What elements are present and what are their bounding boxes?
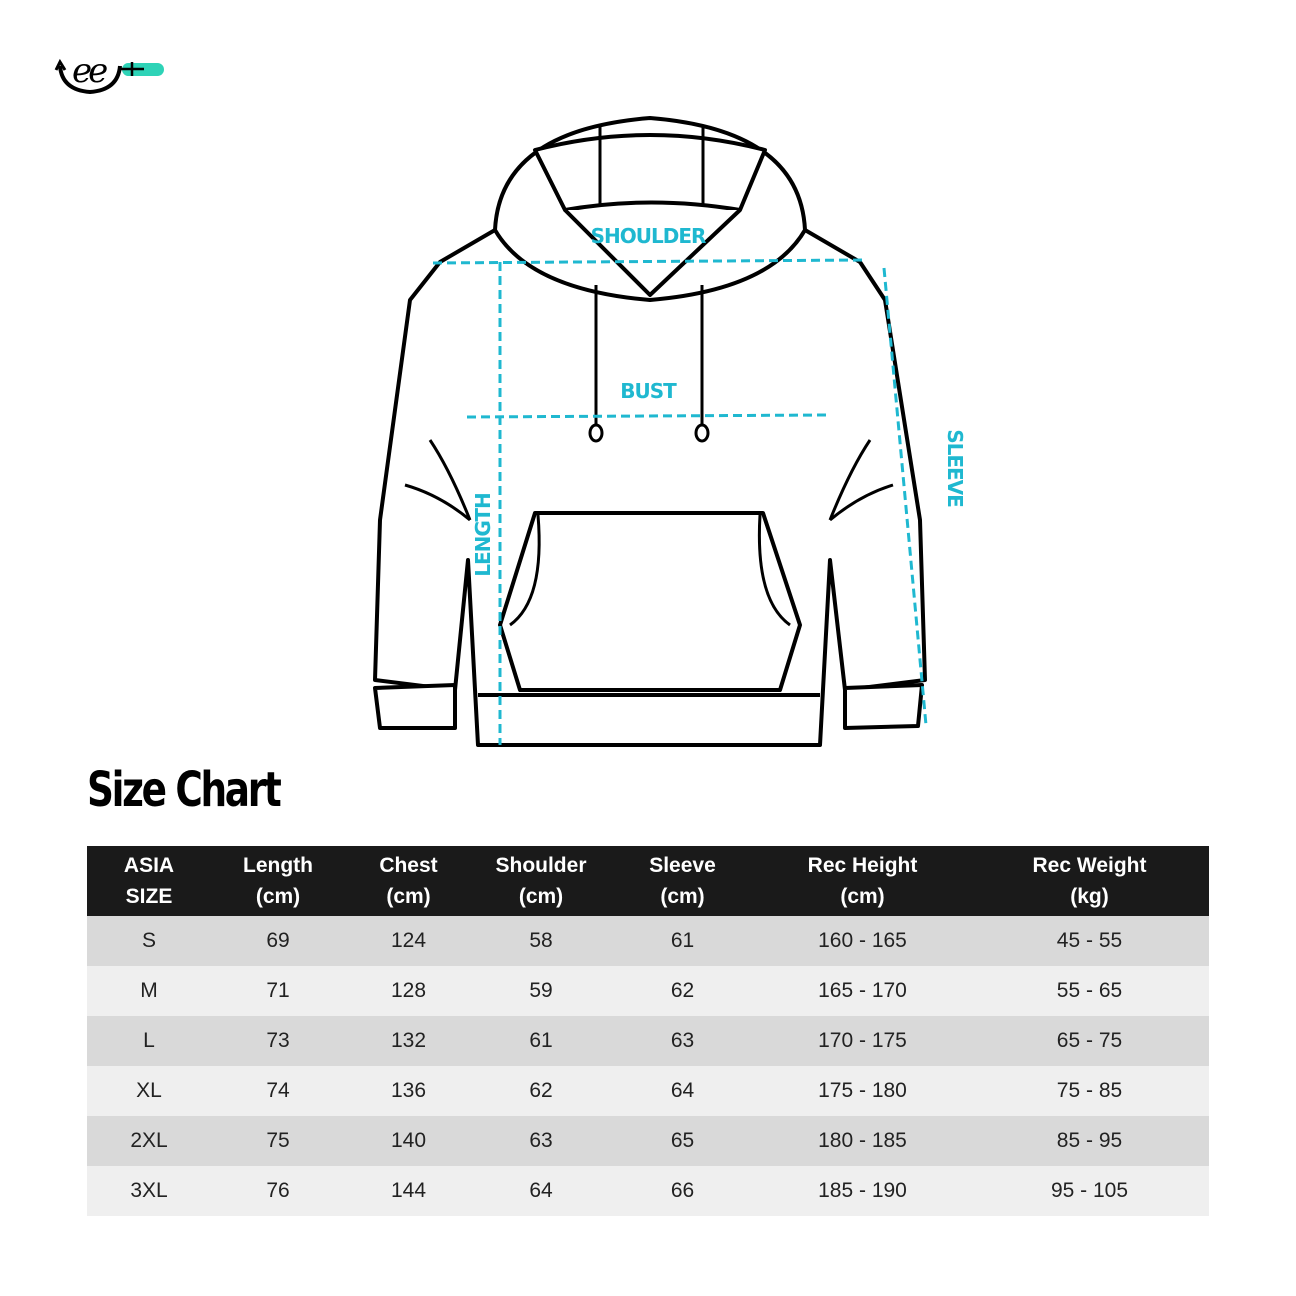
table-row: 2XL 75 140 63 65 180 - 185 85 - 95 — [87, 1116, 1209, 1166]
table-row: L 73 132 61 63 170 - 175 65 - 75 — [87, 1016, 1209, 1066]
column-header-line: ASIA — [123, 854, 175, 877]
table-cell: L — [87, 1016, 211, 1066]
table-cell: 76 — [211, 1166, 345, 1216]
column-header: Rec Height (cm) — [755, 846, 970, 916]
table-cell: 3XL — [87, 1166, 211, 1216]
bust-measure-line — [466, 413, 827, 419]
column-header-line: Shoulder — [495, 854, 587, 877]
table-cell: 160 - 165 — [755, 916, 970, 966]
table-row: XL 74 136 62 64 175 - 180 75 - 85 — [87, 1066, 1209, 1116]
column-header-line: Rec Weight — [1032, 854, 1147, 877]
sleeve-measure-line — [882, 267, 928, 726]
table-row: M 71 128 59 62 165 - 170 55 - 65 — [87, 966, 1209, 1016]
column-header-line: SIZE — [125, 885, 173, 908]
column-header-line: (cm) — [840, 885, 885, 908]
column-header-line: Rec Height — [807, 854, 918, 877]
table-cell: 55 - 65 — [970, 966, 1209, 1016]
table-cell: 62 — [610, 966, 755, 1016]
column-header: Length (cm) — [211, 846, 345, 916]
table-cell: 170 - 175 — [755, 1016, 970, 1066]
column-header: Chest (cm) — [345, 846, 472, 916]
sleeve-label: SLEEVE — [943, 429, 967, 507]
table-cell: 71 — [211, 966, 345, 1016]
column-header-line: Chest — [379, 854, 438, 877]
bust-label: BUST — [620, 379, 677, 403]
table-cell: 62 — [472, 1066, 610, 1116]
table-cell: 140 — [345, 1116, 472, 1166]
table-cell: 64 — [610, 1066, 755, 1116]
table-cell: 61 — [610, 916, 755, 966]
column-header: ASIA SIZE — [87, 846, 211, 916]
table-cell: XL — [87, 1066, 211, 1116]
column-header-line: (cm) — [255, 885, 301, 908]
brand-logo: ee — [54, 51, 164, 95]
column-header: Sleeve (cm) — [610, 846, 755, 916]
table-cell: 185 - 190 — [755, 1166, 970, 1216]
table-cell: 165 - 170 — [755, 966, 970, 1016]
table-cell: 63 — [610, 1016, 755, 1066]
table-cell: 69 — [211, 916, 345, 966]
size-table: ASIA SIZE Length (cm) Chest (cm) Shoulder (cm) S… — [87, 846, 1209, 1216]
table-cell: 65 - 75 — [970, 1016, 1209, 1066]
table-row: S 69 124 58 61 160 - 165 45 - 55 — [87, 916, 1209, 966]
table-header-row: ASIA SIZE Length (cm) Chest (cm) Shoulder (cm) S… — [87, 846, 1209, 916]
table-cell: 73 — [211, 1016, 345, 1066]
column-header-line: (cm) — [386, 885, 431, 908]
column-header-line: (cm) — [660, 885, 705, 908]
table-cell: 64 — [472, 1166, 610, 1216]
table-cell: M — [87, 966, 211, 1016]
table-cell: 61 — [472, 1016, 610, 1066]
table-cell: 144 — [345, 1166, 472, 1216]
hoodie-diagram: SHOULDER BUST LENGTH SLEEVE — [373, 116, 967, 747]
table-cell: 75 — [211, 1116, 345, 1166]
table-cell: 124 — [345, 916, 472, 966]
page-title: Size Chart — [87, 762, 282, 818]
length-label: LENGTH — [471, 493, 495, 577]
table-cell: 180 - 185 — [755, 1116, 970, 1166]
table-cell: 59 — [472, 966, 610, 1016]
shoulder-label: SHOULDER — [591, 224, 706, 248]
table-row: 3XL 76 144 64 66 185 - 190 95 - 105 — [87, 1166, 1209, 1216]
column-header-line: (cm) — [518, 885, 564, 908]
table-cell: 58 — [472, 916, 610, 966]
table-cell: 136 — [345, 1066, 472, 1116]
table-cell: 75 - 85 — [970, 1066, 1209, 1116]
table-cell: S — [87, 916, 211, 966]
table-cell: 65 — [610, 1116, 755, 1166]
column-header-line: Sleeve — [649, 854, 716, 877]
table-cell: 63 — [472, 1116, 610, 1166]
shoulder-measure-line — [432, 258, 863, 265]
column-header-line: Length — [243, 854, 313, 877]
column-header: Shoulder (cm) — [472, 846, 610, 916]
table-cell: 2XL — [87, 1116, 211, 1166]
table-cell: 175 - 180 — [755, 1066, 970, 1116]
svg-text:ee: ee — [72, 51, 107, 91]
table-cell: 45 - 55 — [970, 916, 1209, 966]
table-cell: 74 — [211, 1066, 345, 1116]
table-cell: 85 - 95 — [970, 1116, 1209, 1166]
table-cell: 128 — [345, 966, 472, 1016]
column-header-line: (kg) — [1070, 885, 1109, 908]
table-cell: 95 - 105 — [970, 1166, 1209, 1216]
table-cell: 132 — [345, 1016, 472, 1066]
table-cell: 66 — [610, 1166, 755, 1216]
column-header: Rec Weight (kg) — [970, 846, 1209, 916]
